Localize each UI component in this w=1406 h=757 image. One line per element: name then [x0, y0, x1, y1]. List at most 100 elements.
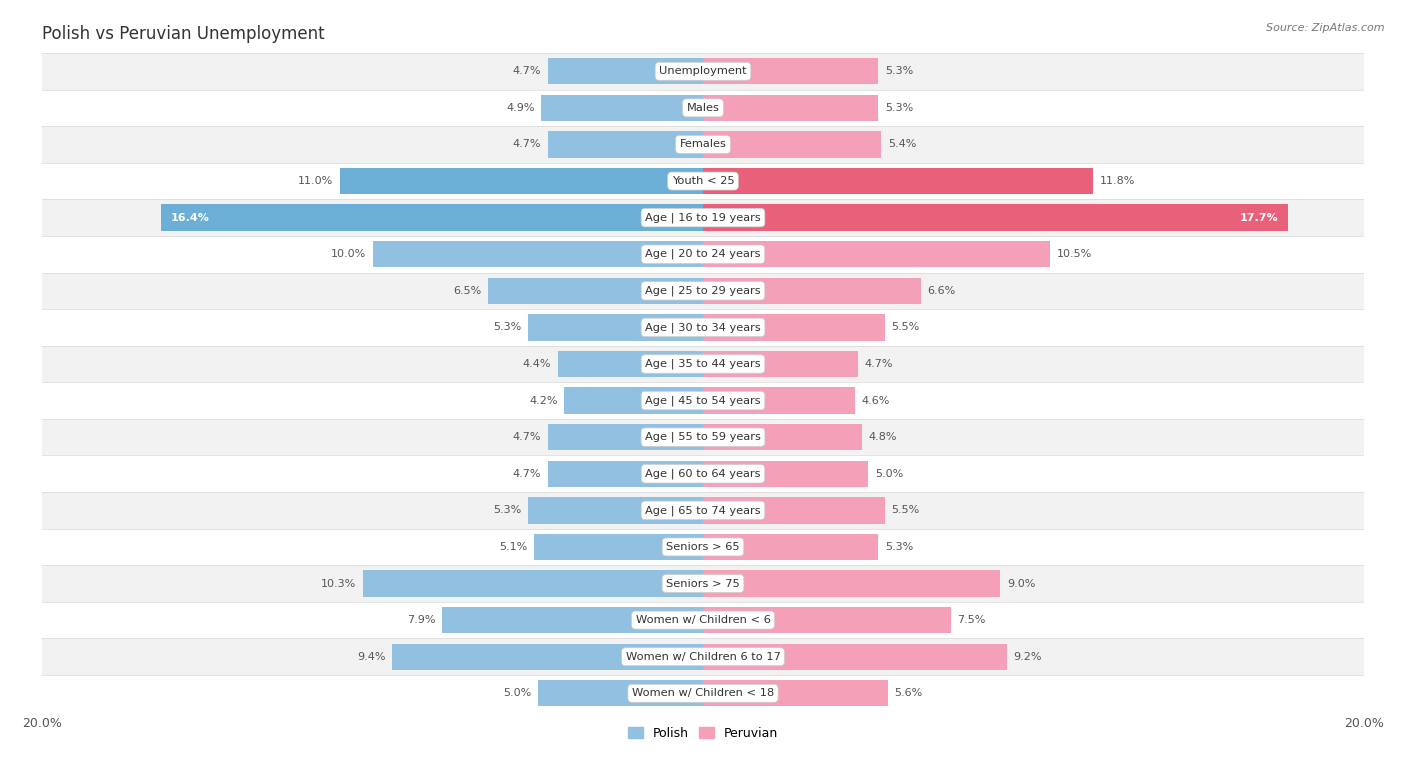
Bar — [703, 204, 1288, 231]
Bar — [363, 570, 703, 597]
Bar — [564, 388, 703, 414]
Text: Polish vs Peruvian Unemployment: Polish vs Peruvian Unemployment — [42, 25, 325, 43]
Text: 10.5%: 10.5% — [1056, 249, 1092, 259]
Bar — [548, 460, 703, 487]
Text: Women w/ Children 6 to 17: Women w/ Children 6 to 17 — [626, 652, 780, 662]
Text: 4.2%: 4.2% — [529, 396, 558, 406]
Bar — [42, 89, 1364, 126]
Text: 7.9%: 7.9% — [406, 615, 436, 625]
Text: 5.5%: 5.5% — [891, 506, 920, 516]
Bar — [42, 638, 1364, 675]
Bar — [703, 278, 921, 304]
Bar — [42, 456, 1364, 492]
Bar — [558, 350, 703, 377]
Text: 4.9%: 4.9% — [506, 103, 534, 113]
Bar — [527, 497, 703, 524]
Bar — [703, 680, 889, 706]
Text: 4.6%: 4.6% — [862, 396, 890, 406]
Text: 9.2%: 9.2% — [1014, 652, 1042, 662]
Text: 11.0%: 11.0% — [298, 176, 333, 186]
Text: Age | 16 to 19 years: Age | 16 to 19 years — [645, 213, 761, 223]
Bar — [534, 534, 703, 560]
Text: 9.4%: 9.4% — [357, 652, 385, 662]
Text: Youth < 25: Youth < 25 — [672, 176, 734, 186]
Bar — [703, 424, 862, 450]
Bar — [162, 204, 703, 231]
Bar — [42, 565, 1364, 602]
Text: 10.3%: 10.3% — [321, 578, 356, 588]
Bar — [42, 53, 1364, 89]
Text: Source: ZipAtlas.com: Source: ZipAtlas.com — [1267, 23, 1385, 33]
Text: Age | 55 to 59 years: Age | 55 to 59 years — [645, 432, 761, 442]
Text: 5.0%: 5.0% — [875, 469, 903, 478]
Text: 4.7%: 4.7% — [513, 432, 541, 442]
Text: Seniors > 65: Seniors > 65 — [666, 542, 740, 552]
Text: Seniors > 75: Seniors > 75 — [666, 578, 740, 588]
Bar — [537, 680, 703, 706]
Bar — [42, 419, 1364, 456]
Bar — [42, 309, 1364, 346]
Text: Unemployment: Unemployment — [659, 67, 747, 76]
Text: 5.1%: 5.1% — [499, 542, 527, 552]
Bar — [42, 382, 1364, 419]
Text: 5.3%: 5.3% — [884, 542, 912, 552]
Bar — [42, 492, 1364, 528]
Legend: Polish, Peruvian: Polish, Peruvian — [623, 722, 783, 745]
Bar — [42, 199, 1364, 236]
Text: 11.8%: 11.8% — [1099, 176, 1135, 186]
Text: Age | 20 to 24 years: Age | 20 to 24 years — [645, 249, 761, 260]
Text: 4.7%: 4.7% — [865, 359, 893, 369]
Text: Age | 35 to 44 years: Age | 35 to 44 years — [645, 359, 761, 369]
Text: Women w/ Children < 6: Women w/ Children < 6 — [636, 615, 770, 625]
Text: 5.0%: 5.0% — [503, 688, 531, 698]
Bar — [548, 58, 703, 85]
Text: Age | 60 to 64 years: Age | 60 to 64 years — [645, 469, 761, 479]
Text: Males: Males — [686, 103, 720, 113]
Text: Females: Females — [679, 139, 727, 149]
Bar — [541, 95, 703, 121]
Bar — [703, 95, 879, 121]
Text: 6.6%: 6.6% — [928, 286, 956, 296]
Text: 4.4%: 4.4% — [523, 359, 551, 369]
Text: 4.8%: 4.8% — [868, 432, 897, 442]
Bar — [339, 168, 703, 195]
Bar — [703, 534, 879, 560]
Text: 16.4%: 16.4% — [172, 213, 209, 223]
Bar — [392, 643, 703, 670]
Bar — [42, 346, 1364, 382]
Bar — [703, 460, 868, 487]
Text: 17.7%: 17.7% — [1239, 213, 1278, 223]
Text: 5.3%: 5.3% — [494, 322, 522, 332]
Bar — [42, 602, 1364, 638]
Bar — [527, 314, 703, 341]
Bar — [703, 314, 884, 341]
Text: Age | 25 to 29 years: Age | 25 to 29 years — [645, 285, 761, 296]
Text: 10.0%: 10.0% — [330, 249, 366, 259]
Bar — [42, 236, 1364, 273]
Bar — [548, 424, 703, 450]
Text: 6.5%: 6.5% — [453, 286, 482, 296]
Bar — [703, 607, 950, 634]
Text: 4.7%: 4.7% — [513, 139, 541, 149]
Bar — [703, 388, 855, 414]
Text: 7.5%: 7.5% — [957, 615, 986, 625]
Bar — [703, 570, 1001, 597]
Text: 5.5%: 5.5% — [891, 322, 920, 332]
Text: Age | 30 to 34 years: Age | 30 to 34 years — [645, 322, 761, 332]
Bar — [488, 278, 703, 304]
Bar — [42, 528, 1364, 565]
Text: 5.4%: 5.4% — [889, 139, 917, 149]
Bar — [703, 168, 1092, 195]
Text: 9.0%: 9.0% — [1007, 578, 1035, 588]
Text: 4.7%: 4.7% — [513, 469, 541, 478]
Bar — [373, 241, 703, 267]
Bar — [548, 131, 703, 157]
Bar — [42, 675, 1364, 712]
Bar — [703, 350, 858, 377]
Bar — [42, 163, 1364, 199]
Bar — [703, 497, 884, 524]
Bar — [441, 607, 703, 634]
Text: 5.3%: 5.3% — [494, 506, 522, 516]
Text: Age | 65 to 74 years: Age | 65 to 74 years — [645, 505, 761, 516]
Text: 5.3%: 5.3% — [884, 67, 912, 76]
